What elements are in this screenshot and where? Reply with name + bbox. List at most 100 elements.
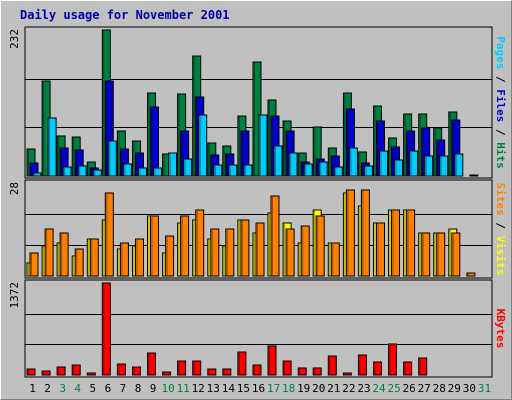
x-tick-label-8: 8 (135, 382, 142, 395)
chart-panels: 232 Pages / Files / Hits 28 Sites / Visits 1… (8, 26, 507, 378)
bar-sites-day-3 (59, 232, 69, 277)
x-tick-label-13: 13 (207, 382, 220, 395)
legend-label: / (494, 216, 507, 236)
bar-pages-day-24 (379, 150, 388, 177)
bar-pages-day-26 (409, 150, 419, 177)
bar-pages-day-22 (348, 147, 358, 177)
bar-pages-day-20 (318, 161, 328, 177)
bar-pages-day-16 (258, 114, 268, 177)
bar-sites-day-13 (210, 228, 220, 277)
bar-sites-day-12 (195, 209, 205, 277)
bar-sites-day-4 (74, 248, 84, 277)
bar-sites-day-15 (240, 219, 250, 277)
bar-pages-day-5 (92, 169, 102, 177)
bar-kbytes-day-17 (267, 345, 277, 376)
bar-sites-day-29 (451, 232, 461, 277)
bar-group (26, 282, 428, 376)
bar-sites-day-27 (421, 232, 431, 277)
panel-middle: 28 Sites / Visits (8, 179, 507, 279)
bar-kbytes-day-25 (388, 343, 397, 376)
bar-sites-day-11 (180, 215, 190, 277)
bar-pages-day-15 (243, 164, 253, 177)
bar-sites-day-14 (225, 228, 235, 277)
bar-kbytes-day-10 (162, 371, 172, 376)
bar-kbytes-day-18 (282, 360, 292, 376)
y-tick-label: 28 (8, 182, 21, 195)
bar-kbytes-day-23 (357, 354, 367, 376)
bar-pages-day-2 (47, 117, 57, 177)
x-tick-label-6: 6 (105, 382, 112, 395)
y-tick-label: 1372 (8, 282, 21, 309)
bar-sites-day-17 (270, 195, 280, 277)
bar-kbytes-day-4 (71, 364, 81, 376)
x-tick-label-12: 12 (192, 382, 205, 395)
bar-kbytes-day-2 (41, 370, 51, 376)
bar-pages-day-21 (333, 166, 343, 177)
bar-pages-day-9 (153, 167, 162, 177)
bar-pages-day-30 (469, 174, 479, 177)
bar-sites-day-21 (330, 242, 340, 277)
x-tick-label-31: 31 (478, 382, 491, 395)
legend-label: Pages (494, 36, 507, 69)
x-tick-label-10: 10 (161, 382, 174, 395)
x-tick-label-5: 5 (89, 382, 96, 395)
bar-sites-day-8 (135, 238, 144, 277)
x-tick-label-24: 24 (372, 382, 386, 395)
bar-pages-day-28 (439, 155, 449, 177)
bar-sites-day-20 (315, 215, 325, 277)
bar-sites-day-7 (119, 242, 129, 277)
legend-label: Hits (494, 142, 507, 169)
bar-kbytes-day-19 (297, 367, 307, 376)
x-tick-label-7: 7 (120, 382, 127, 395)
bar-sites-day-28 (436, 232, 446, 277)
x-tick-label-23: 23 (357, 382, 370, 395)
bar-sites-day-19 (300, 225, 310, 277)
x-tick-label-14: 14 (222, 382, 236, 395)
bar-pages-day-8 (138, 167, 147, 177)
bar-kbytes-day-21 (327, 355, 337, 376)
bar-kbytes-day-16 (252, 364, 262, 376)
bar-pages-day-18 (288, 152, 298, 177)
bar-sites-day-16 (255, 222, 265, 277)
bar-sites-day-5 (89, 238, 99, 277)
bar-sites-day-26 (406, 209, 416, 277)
bar-pages-day-13 (213, 164, 223, 177)
series-legend: Pages / Files / Hits (494, 36, 507, 169)
bar-kbytes-day-24 (373, 361, 382, 376)
bar-kbytes-day-12 (192, 360, 202, 376)
x-tick-label-15: 15 (237, 382, 250, 395)
x-tick-label-4: 4 (74, 382, 81, 395)
bar-pages-day-17 (273, 145, 283, 177)
x-tick-label-1: 1 (29, 382, 36, 395)
chart-title: Daily usage for November 2001 (20, 8, 230, 22)
bar-pages-day-27 (424, 155, 434, 177)
bar-pages-day-1 (32, 172, 42, 177)
bar-sites-day-25 (391, 209, 400, 277)
bar-pages-day-11 (183, 158, 193, 177)
bar-kbytes-day-20 (312, 367, 322, 376)
x-tick-label-17: 17 (267, 382, 280, 395)
bar-pages-day-7 (122, 163, 132, 177)
bar-group (26, 189, 476, 277)
bar-pages-day-6 (107, 140, 117, 177)
x-tick-label-11: 11 (177, 382, 190, 395)
bar-pages-day-23 (363, 165, 373, 177)
x-tick-label-3: 3 (59, 382, 66, 395)
legend-label: Sites (494, 183, 507, 216)
bar-sites-day-2 (44, 228, 54, 277)
bar-kbytes-day-26 (403, 361, 413, 376)
bar-sites-day-30 (466, 272, 476, 277)
bar-sites-day-24 (376, 222, 385, 277)
legend-label: Files (494, 89, 507, 122)
bar-kbytes-day-27 (418, 357, 428, 376)
legend-label: / (494, 69, 507, 89)
bar-sites-day-18 (285, 228, 295, 277)
bar-kbytes-day-13 (207, 368, 217, 376)
legend-label: / (494, 122, 507, 142)
x-tick-label-18: 18 (282, 382, 295, 395)
bar-kbytes-day-7 (116, 363, 126, 376)
bar-kbytes-day-3 (56, 366, 66, 376)
bar-kbytes-day-14 (222, 368, 232, 376)
